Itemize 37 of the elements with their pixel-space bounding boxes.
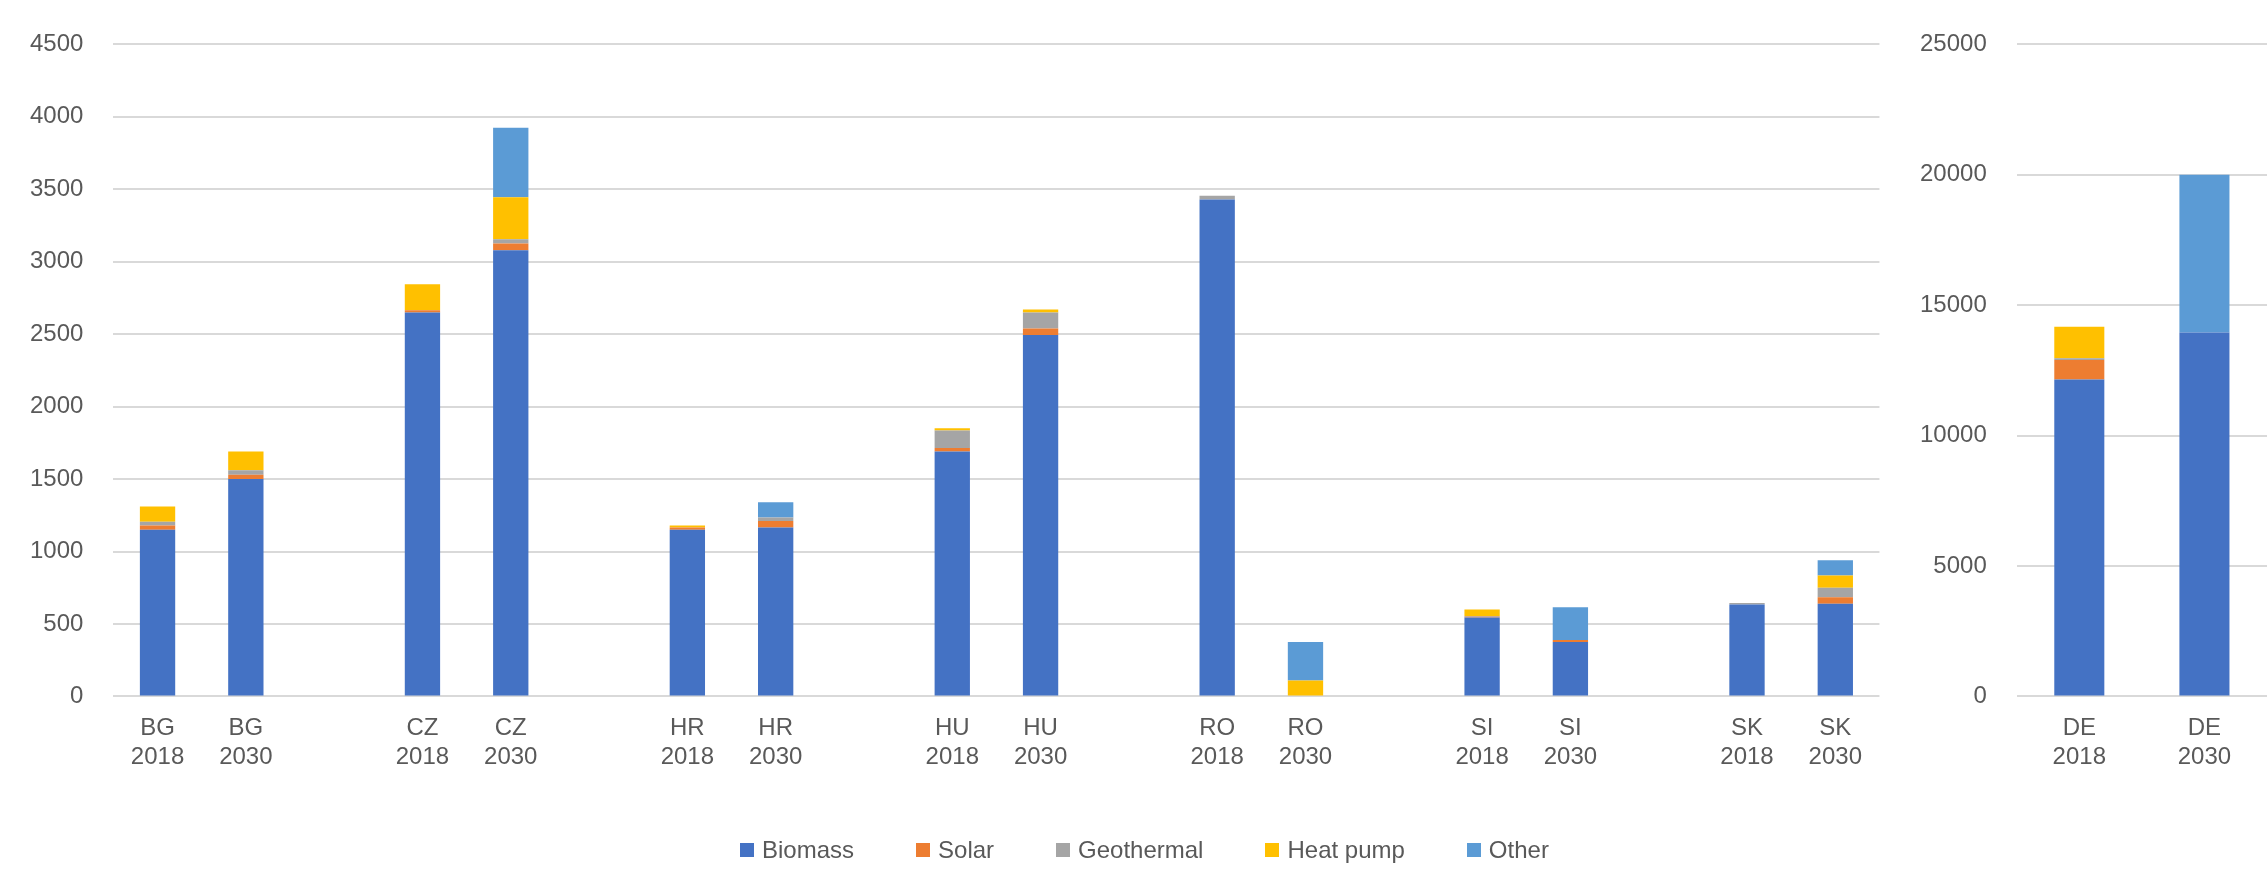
x-tick-label: DE 2018 [2052,713,2106,770]
legend-label: Solar [938,836,995,864]
x-tick-label: HR 2018 [660,713,715,770]
y-tick-label: 15000 [1919,289,1987,317]
x-tick-label: BG 2030 [219,713,273,770]
x-tick-label: HR 2030 [748,713,803,770]
legend-label: Biomass [762,836,855,864]
x-tick-label: HU 2018 [925,713,979,770]
y-tick-label: 2500 [30,318,84,346]
x-tick-label: SI 2030 [1543,713,1598,770]
legend-label: Other [1488,836,1549,864]
y-tick-label: 3000 [30,246,84,274]
y-tick-label: 0 [1973,681,1987,709]
x-tick-label: BG 2018 [130,713,185,770]
x-tick-label: HU 2030 [1013,713,1068,770]
x-tick-label: CZ 2030 [484,713,538,770]
y-tick-label: 4000 [30,101,84,129]
x-tick-label: RO 2030 [1278,713,1333,770]
y-tick-label: 5000 [1933,550,1987,578]
y-tick-label: 2000 [30,391,84,419]
y-tick-label: 4500 [30,29,84,57]
y-tick-label: 1500 [30,463,84,491]
legend-label: Geothermal [1078,836,1204,864]
x-tick-label: RO 2018 [1190,713,1244,770]
y-tick-label: 1000 [30,536,84,564]
x-tick-label: SI 2018 [1455,713,1509,770]
y-tick-label: 25000 [1919,29,1987,57]
x-tick-label: SK 2030 [1808,713,1862,770]
x-tick-label: CZ 2018 [395,713,450,770]
y-tick-label: 3500 [30,173,84,201]
y-tick-label: 500 [43,608,84,636]
y-tick-label: 0 [70,681,84,709]
x-tick-label: SK 2018 [1720,713,1774,770]
x-tick-label: DE 2030 [2177,713,2232,770]
y-tick-label: 10000 [1919,420,1987,448]
legend-label: Heat pump [1287,836,1405,864]
y-tick-label: 20000 [1919,159,1987,187]
